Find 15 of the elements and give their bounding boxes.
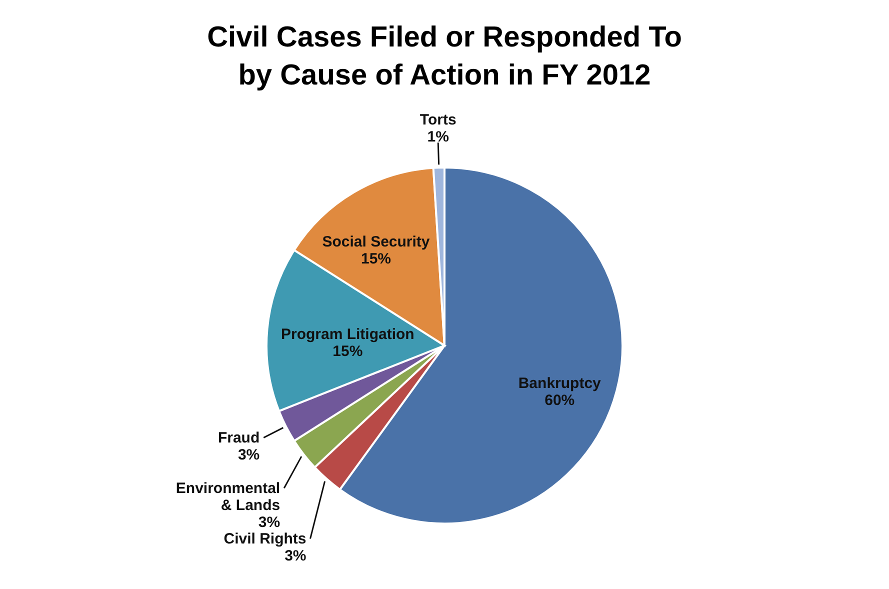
- data-label: 60%: [544, 392, 575, 409]
- data-label: 1%: [427, 128, 449, 146]
- slice-label: Fraud: [218, 430, 260, 447]
- data-label: 3%: [258, 514, 280, 532]
- slice-label: Program Litigation: [281, 326, 414, 344]
- slice-label: Social Security: [322, 233, 430, 250]
- slice-label: Civil Rights: [224, 530, 306, 548]
- slice-label: Environmental & Lands: [176, 480, 280, 514]
- slice-label: Bankruptcy: [518, 374, 602, 392]
- chart-title: Civil Cases Filed or Responded To by Cause of Action in FY 2012: [207, 22, 682, 92]
- data-label: 15%: [332, 343, 363, 360]
- data-label: 3%: [238, 446, 260, 464]
- data-label: 3%: [284, 548, 306, 565]
- data-label: 15%: [360, 250, 392, 268]
- slice-label: Torts: [420, 112, 456, 129]
